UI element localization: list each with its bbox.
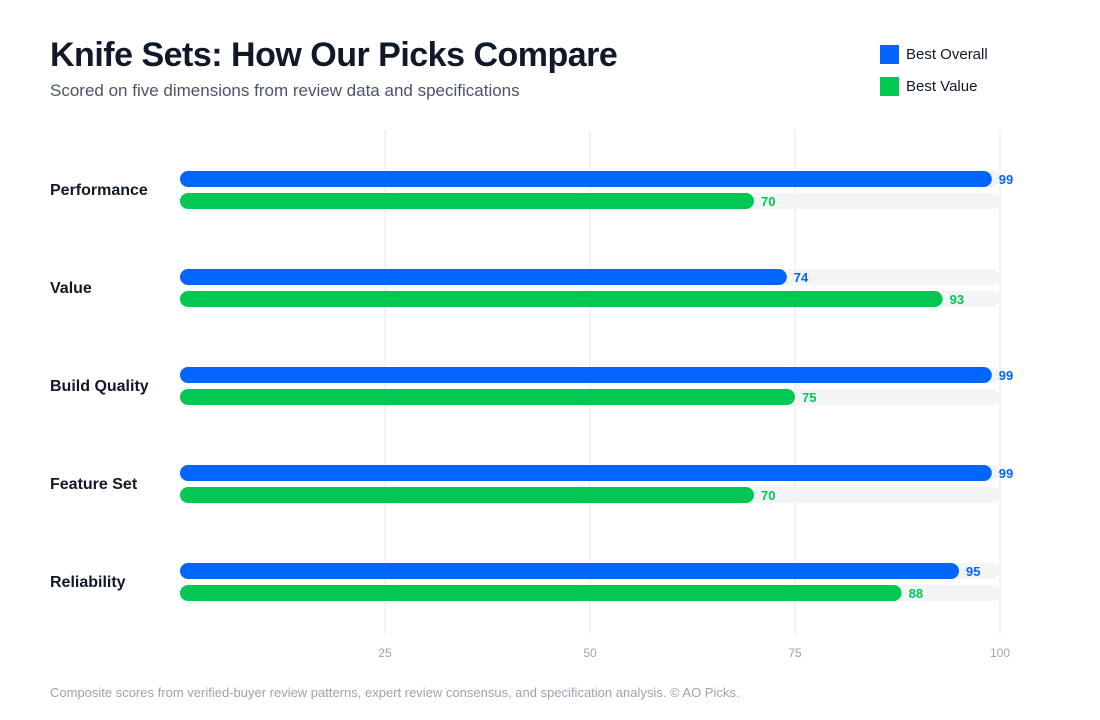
bar-performance-best-overall [180, 171, 992, 187]
value-label-feature-set-best-value: 70 [761, 488, 775, 503]
category-label-build-quality: Build Quality [50, 378, 149, 395]
chart-subtitle: Scored on five dimensions from review da… [50, 81, 520, 100]
legend-label-best-overall: Best Overall [906, 45, 988, 63]
chart-title: Knife Sets: How Our Picks Compare [50, 36, 618, 74]
bar-build-quality-best-overall [180, 367, 992, 383]
value-label-performance-best-overall: 99 [999, 172, 1013, 187]
x-tick-label-100: 100 [990, 646, 1010, 660]
legend-item-best-overall: Best Overall [880, 44, 988, 64]
bar-feature-set-best-value [180, 487, 754, 503]
value-label-reliability-best-overall: 95 [966, 564, 980, 579]
value-label-build-quality-best-overall: 99 [999, 368, 1013, 383]
legend: Best Overall Best Value [880, 44, 988, 108]
legend-label-best-value: Best Value [906, 77, 978, 95]
value-label-value-best-value: 93 [950, 292, 964, 307]
value-label-feature-set-best-overall: 99 [999, 466, 1013, 481]
x-tick-label-50: 50 [583, 646, 597, 660]
category-label-value: Value [50, 280, 92, 297]
value-label-build-quality-best-value: 75 [802, 390, 816, 405]
category-label-reliability: Reliability [50, 574, 126, 591]
legend-swatch-best-overall [880, 44, 899, 64]
x-tick-label-75: 75 [788, 646, 802, 660]
bar-chart: 25 50 75 100 Performance 99 70 Value 74 93 Build Q… [50, 130, 1013, 660]
value-label-performance-best-value: 70 [761, 194, 775, 209]
footnote: Composite scores from verified-buyer rev… [50, 685, 740, 700]
value-label-reliability-best-value: 88 [909, 586, 923, 601]
bar-performance-best-value [180, 193, 754, 209]
x-tick-label-25: 25 [378, 646, 392, 660]
category-label-feature-set: Feature Set [50, 476, 138, 493]
value-label-value-best-overall: 74 [794, 270, 809, 285]
bar-value-best-overall [180, 269, 787, 285]
bar-build-quality-best-value [180, 389, 795, 405]
category-label-performance: Performance [50, 182, 148, 199]
bar-feature-set-best-overall [180, 465, 992, 481]
bar-reliability-best-overall [180, 563, 959, 579]
bar-reliability-best-value [180, 585, 902, 601]
legend-swatch-best-value [880, 76, 899, 96]
bar-value-best-value [180, 291, 943, 307]
legend-item-best-value: Best Value [880, 76, 988, 96]
